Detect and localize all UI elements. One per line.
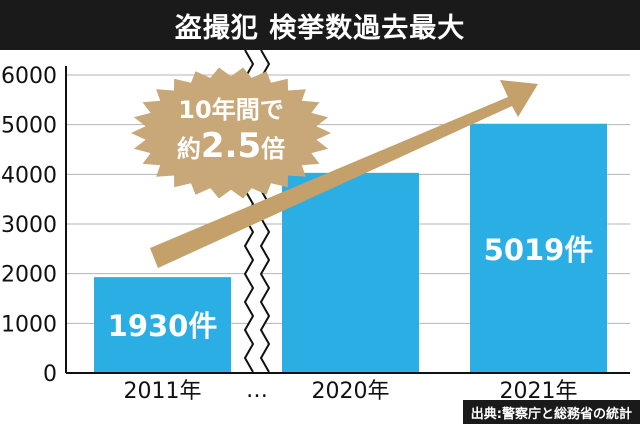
x-axis-ticks: 2011年 2020年 2021年 [124,379,578,404]
y-tick-label: 3000 [1,213,57,238]
bar-chart: 0 1000 2000 3000 4000 5000 6000 1930件 5019件 10年… [1,50,630,404]
callout-prefix: 約 [177,135,201,163]
callout-starburst [131,67,331,199]
y-tick-label: 6000 [1,64,57,89]
y-tick-label: 4000 [1,163,57,188]
y-axis-ticks: 0 1000 2000 3000 4000 5000 6000 [1,64,57,387]
axis-break-ellipsis: … [246,378,268,403]
growth-arrow-shape [150,80,538,268]
callout-line-1: 10年間で [178,96,283,124]
bar-data-label: 1930件 [108,309,218,343]
source-note: 出典:警察庁と総務省の統計 [462,400,640,424]
y-tick-label: 1000 [1,312,57,337]
bar-2020年 [282,172,419,373]
chart-title: 盗撮犯 検挙数過去最大 [0,0,640,50]
bar-data-label: 5019件 [484,233,594,267]
bars: 1930件 5019件 [94,123,607,374]
x-tick-label: 2020年 [312,379,390,404]
axes [65,66,630,374]
callout-line-2: 約2.5倍 [177,126,285,166]
bar-2021年 [470,123,607,374]
callout-value: 2.5 [201,126,261,166]
growth-arrow [150,80,538,268]
bar-2011年 [94,277,231,373]
x-tick-label: 2011年 [124,379,202,404]
y-tick-label: 0 [43,362,57,387]
callout-suffix: 倍 [261,135,285,163]
y-tick-label: 2000 [1,263,57,288]
x-tick-label: 2021年 [500,379,578,404]
y-tick-label: 5000 [1,114,57,139]
